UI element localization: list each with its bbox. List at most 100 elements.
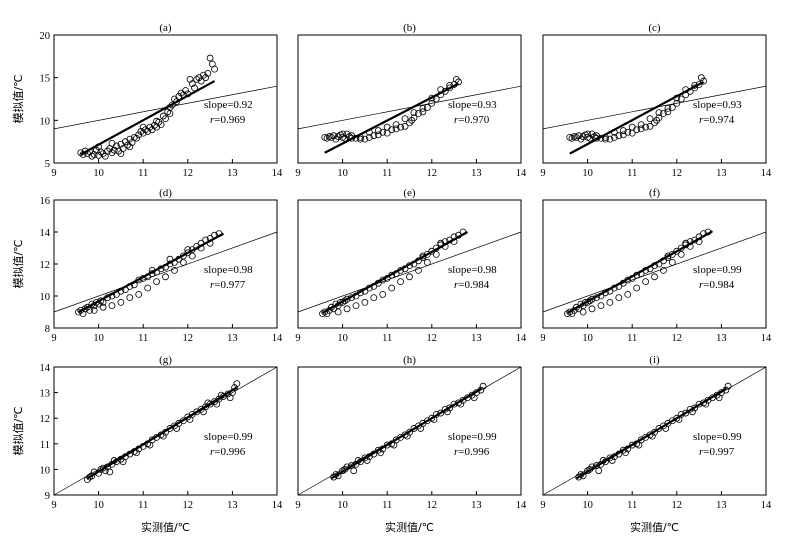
data-point [226, 394, 234, 402]
r-symbol: r [699, 446, 704, 458]
data-point [110, 146, 118, 154]
data-point [213, 400, 221, 408]
y-tick-label: 14 [40, 228, 51, 239]
x-tick-label: 12 [672, 168, 683, 179]
data-point [321, 308, 329, 316]
fit-line [324, 82, 460, 154]
data-point [597, 302, 605, 310]
data-point [126, 143, 134, 151]
x-axis-title: 实测值/℃ [385, 520, 434, 534]
data-point [153, 278, 160, 286]
data-point [682, 409, 690, 417]
data-point [651, 273, 658, 281]
data-point [566, 308, 574, 316]
data-point [573, 133, 580, 141]
data-point [410, 109, 418, 117]
x-tick-label: 12 [672, 333, 683, 344]
fit-line [569, 80, 705, 155]
r-text: r=0.984 [454, 279, 490, 291]
data-point [606, 298, 614, 306]
plot-frame [542, 199, 767, 329]
panel-label: (b) [403, 22, 416, 34]
data-point [397, 278, 404, 286]
slope-text: slope=0.98 [204, 264, 253, 276]
data-point [401, 115, 409, 123]
x-tick-label: 9 [295, 168, 300, 179]
data-point [691, 404, 699, 412]
data-point [568, 134, 576, 142]
x-tick-label: 10 [337, 168, 348, 179]
r-symbol: r [210, 279, 215, 291]
data-point [231, 384, 239, 391]
panel: (e) 9 10 11 12 13 14 slope=0.98 r=0.984 [295, 187, 527, 344]
x-tick-label: 9 [51, 168, 56, 179]
data-point [323, 134, 331, 142]
data-point [437, 409, 445, 417]
slope-text: slope=0.99 [204, 431, 253, 443]
x-tick-label: 14 [761, 168, 772, 179]
data-point [204, 70, 212, 77]
r-symbol: r [210, 114, 215, 126]
y-tick-label: 10 [40, 465, 51, 476]
y-tick-label: 5 [45, 159, 50, 170]
x-tick-label: 14 [272, 168, 283, 179]
fit-line [321, 231, 469, 314]
x-tick-label: 13 [716, 168, 727, 179]
data-point [588, 305, 596, 313]
y-tick-label: 12 [40, 260, 51, 271]
data-point [135, 131, 143, 139]
data-point [162, 273, 169, 281]
data-point [374, 127, 382, 134]
data-point [595, 467, 603, 475]
slope-text: slope=0.99 [693, 264, 742, 276]
data-point [379, 290, 387, 298]
y-axis-title: 模拟值/℃ [11, 406, 25, 455]
r-value: =0.984 [458, 279, 489, 291]
plot-frame [297, 199, 522, 329]
data-point [233, 380, 241, 388]
x-tick-label: 9 [540, 500, 545, 511]
r-text: r=0.974 [699, 114, 735, 126]
data-point [455, 78, 462, 86]
x-tick-label: 11 [138, 500, 148, 511]
data-point [90, 151, 98, 158]
slope-text: slope=0.92 [204, 99, 253, 111]
panel: (i) 9 10 11 12 13 14 slope=0.99 r=0.997 [540, 354, 772, 511]
data-point [606, 135, 614, 143]
x-tick-label: 13 [227, 168, 238, 179]
panel-label: (e) [403, 187, 416, 199]
data-point [700, 77, 707, 85]
r-value: =0.997 [703, 446, 734, 458]
r-value: =0.970 [458, 114, 489, 126]
data-point [164, 108, 172, 116]
data-point [637, 125, 645, 133]
panel-label: (c) [648, 22, 661, 34]
data-point [352, 302, 360, 310]
one-to-one-line [542, 231, 767, 313]
data-point [144, 284, 152, 292]
data-point [126, 135, 134, 143]
x-tick-label: 12 [427, 168, 438, 179]
data-point [697, 74, 705, 82]
x-tick-label: 10 [93, 168, 104, 179]
plot-frame [542, 34, 767, 164]
data-point [655, 114, 663, 122]
x-tick-label: 11 [627, 168, 637, 179]
data-point [419, 104, 427, 112]
x-tick-label: 11 [382, 333, 392, 344]
r-symbol: r [210, 446, 215, 458]
data-point [88, 152, 96, 160]
x-tick-label: 14 [516, 333, 527, 344]
data-point [677, 250, 685, 258]
data-point [406, 273, 413, 281]
panel-label: (a) [159, 22, 172, 34]
data-point [379, 128, 387, 136]
data-point [588, 295, 596, 303]
y-tick-label: 12 [40, 414, 51, 425]
data-point [410, 114, 418, 122]
data-point [628, 123, 636, 131]
y-tick-label: 9 [45, 491, 50, 502]
data-point [95, 151, 102, 159]
data-point [615, 132, 623, 140]
x-tick-label: 12 [427, 500, 438, 511]
